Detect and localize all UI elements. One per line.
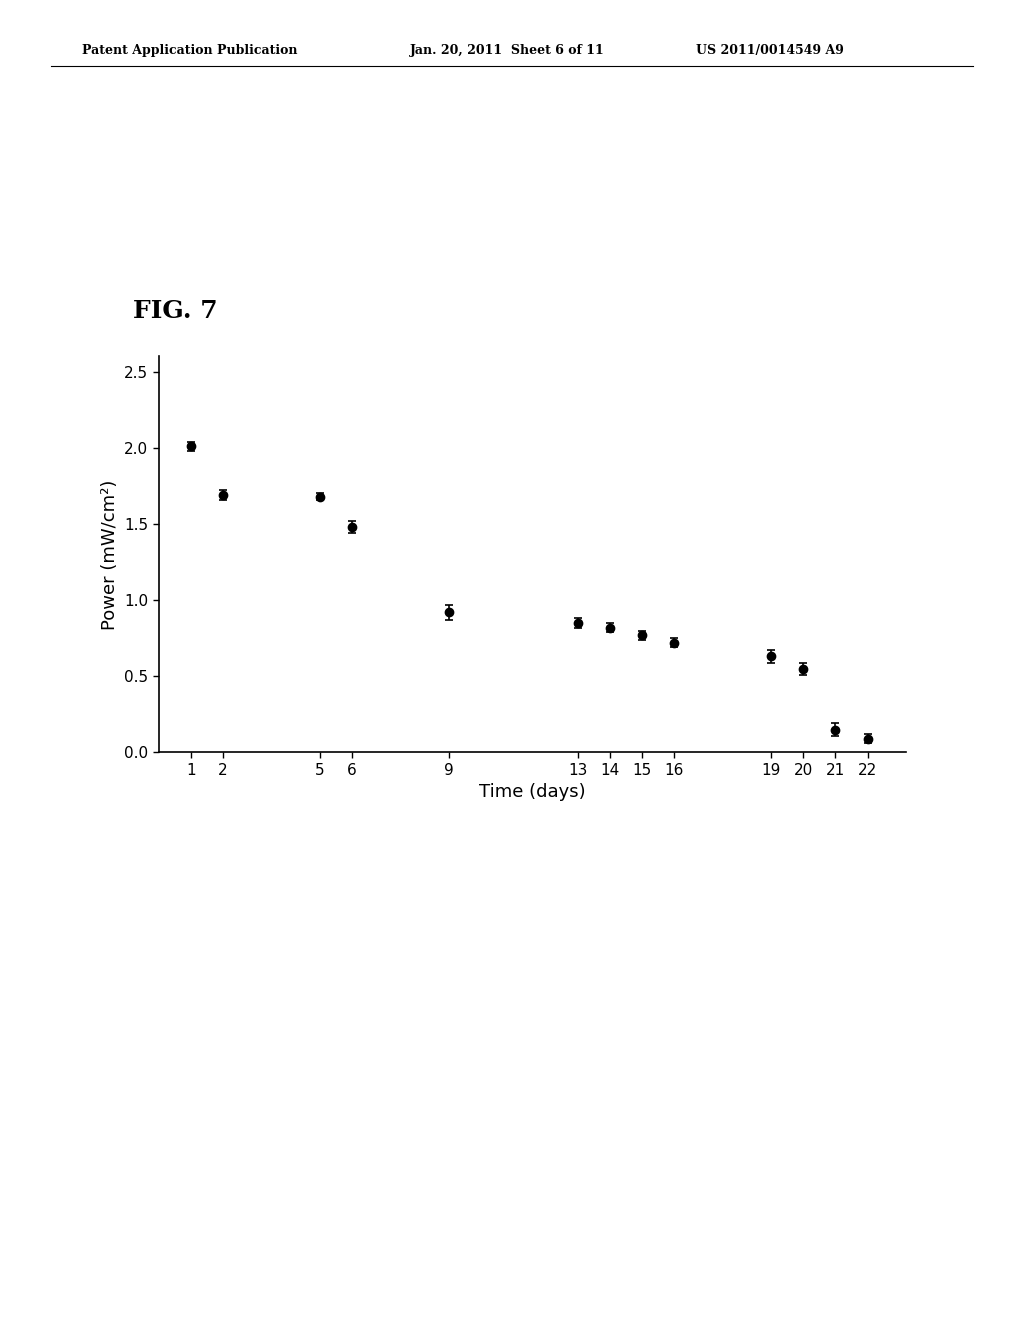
X-axis label: Time (days): Time (days)	[479, 783, 586, 801]
Y-axis label: Power (mW/cm²): Power (mW/cm²)	[100, 479, 119, 630]
Text: Patent Application Publication: Patent Application Publication	[82, 44, 297, 57]
Text: FIG. 7: FIG. 7	[133, 300, 218, 323]
Text: Jan. 20, 2011  Sheet 6 of 11: Jan. 20, 2011 Sheet 6 of 11	[410, 44, 604, 57]
Text: US 2011/0014549 A9: US 2011/0014549 A9	[696, 44, 844, 57]
